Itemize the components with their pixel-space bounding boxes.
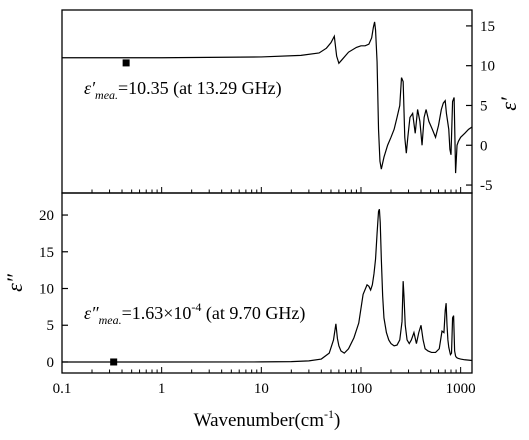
bottom-annotation-subscript: mea. bbox=[99, 313, 122, 327]
bottom-series-line bbox=[61, 208, 473, 363]
x-axis-label-text: Wavenumber(cm bbox=[194, 410, 325, 431]
bottom-annotation: ε″mea.=1.63×10-4 (at 9.70 GHz) bbox=[84, 300, 305, 327]
bottom-y-tick-label: 15 bbox=[39, 245, 54, 261]
top-y-tick-label: 0 bbox=[480, 138, 488, 154]
bottom-y-ticks: 0 5 10 15 20 bbox=[39, 208, 68, 371]
bottom-plot-frame bbox=[61, 192, 473, 374]
top-y-tick-label: 10 bbox=[480, 59, 495, 75]
top-y-axis-label: ε′ bbox=[496, 96, 521, 111]
x-tick-label: 1000 bbox=[446, 381, 476, 397]
top-annotation: ε′mea.=10.35 (at 13.29 GHz) bbox=[84, 78, 282, 102]
x-axis-label-close: ) bbox=[334, 410, 340, 431]
bottom-annotation-exponent: -4 bbox=[191, 300, 201, 314]
bottom-y-axis-label: ε″ bbox=[2, 273, 27, 292]
top-y-ticks: -5 0 5 10 15 bbox=[466, 19, 495, 194]
x-axis-label: Wavenumber(cm-1) bbox=[194, 407, 341, 431]
bottom-panel: 0 5 10 15 20 0.1 1 10 100 1000 ε″mea.=1.63×10-4 … bbox=[2, 192, 476, 431]
x-tick-label: 1 bbox=[158, 381, 166, 397]
bottom-annotation-suffix: (at 9.70 GHz) bbox=[201, 303, 305, 324]
top-annotation-subscript: mea. bbox=[95, 88, 118, 102]
top-measured-marker bbox=[122, 59, 130, 67]
top-series-line bbox=[62, 21, 473, 174]
bottom-measured-marker bbox=[110, 358, 118, 366]
bottom-y-tick-label: 0 bbox=[47, 355, 55, 371]
top-y-tick-label: 15 bbox=[480, 19, 495, 35]
bottom-annotation-symbol: ε″ bbox=[84, 303, 99, 323]
top-y-tick-label: 5 bbox=[480, 98, 488, 114]
bottom-y-tick-label: 20 bbox=[39, 208, 54, 224]
x-tick-label: 10 bbox=[254, 381, 269, 397]
top-annotation-text: =10.35 (at 13.29 GHz) bbox=[118, 78, 282, 99]
bottom-y-tick-label: 5 bbox=[47, 318, 55, 334]
x-tick-label: 100 bbox=[350, 381, 373, 397]
bottom-annotation-text: =1.63×10 bbox=[122, 303, 192, 323]
top-y-tick-label: -5 bbox=[480, 178, 493, 194]
x-tick-label: 0.1 bbox=[53, 381, 72, 397]
top-plot-frame bbox=[61, 9, 473, 194]
top-annotation-symbol: ε′ bbox=[84, 78, 96, 98]
bottom-x-ticks: 0.1 1 10 100 1000 bbox=[53, 367, 476, 397]
x-axis-label-exponent: -1 bbox=[324, 407, 334, 421]
bottom-y-tick-label: 10 bbox=[39, 282, 54, 298]
top-x-ticks bbox=[61, 187, 462, 193]
